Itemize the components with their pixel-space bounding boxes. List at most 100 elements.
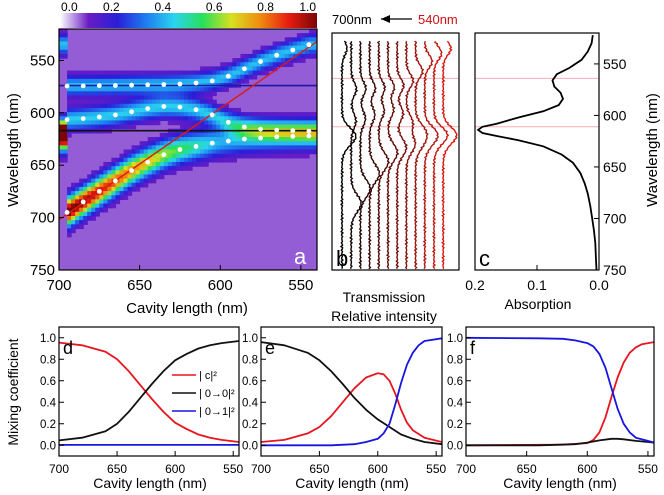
heatmap-cell xyxy=(183,116,189,122)
heatmap-cell xyxy=(204,112,209,117)
heatmap-cell xyxy=(111,107,117,113)
heatmap-cell xyxy=(296,137,302,142)
heatmap-cell xyxy=(179,157,185,163)
y-tick-label: 700 xyxy=(30,210,55,227)
heatmap-cell xyxy=(119,74,125,80)
heatmap-cell xyxy=(139,103,145,109)
heatmap-cell xyxy=(95,70,100,76)
panel-e: 700 650 600 550 0.0 0.2 0.4 0.6 0.8 1.0 e Cavity… xyxy=(242,326,446,491)
heatmap-cell xyxy=(204,78,209,84)
heatmap-cell xyxy=(131,103,137,109)
data-point xyxy=(274,127,280,133)
heatmap-cell xyxy=(244,112,250,117)
x-tick-label: 600 xyxy=(208,277,233,294)
heatmap-cell xyxy=(224,116,229,122)
heatmap-cell xyxy=(67,228,72,234)
heatmap-cell xyxy=(99,103,104,109)
heatmap-cell xyxy=(95,78,100,84)
heatmap-cell xyxy=(75,220,80,225)
y-tick-label: 0.2 xyxy=(40,419,56,431)
heatmap-cell xyxy=(59,41,64,47)
heatmap-cell xyxy=(280,124,286,130)
legend-label: | 0→1|² xyxy=(199,406,235,418)
heatmap-cell xyxy=(67,70,72,76)
heatmap-cell xyxy=(135,120,141,126)
heatmap-cell xyxy=(87,70,92,76)
heatmap-cell xyxy=(296,53,302,59)
heatmap-cell xyxy=(127,157,133,163)
heatmap-cell xyxy=(71,224,76,230)
heatmap-cell xyxy=(284,145,290,151)
heatmap-cell xyxy=(260,116,266,122)
heatmap-cell xyxy=(268,49,274,55)
heatmap-cell xyxy=(127,178,133,184)
heatmap-cell xyxy=(99,87,104,92)
heatmap-cell xyxy=(147,170,153,176)
heatmap-cell xyxy=(288,149,294,155)
heatmap-cell xyxy=(159,99,165,105)
heatmap-cell xyxy=(87,203,92,209)
heatmap-cell xyxy=(103,124,108,130)
heatmap-cell xyxy=(276,112,282,117)
heatmap-cell xyxy=(268,120,274,126)
heatmap-cell xyxy=(159,112,165,117)
heatmap-cell xyxy=(284,153,290,159)
heatmap-cell xyxy=(151,120,157,126)
heatmap-cell xyxy=(220,112,225,117)
heatmap-cell xyxy=(208,153,213,159)
heatmap-cell xyxy=(256,120,262,126)
data-point xyxy=(129,109,135,115)
heatmap-cell xyxy=(296,141,302,146)
heatmap-cell xyxy=(208,107,213,113)
heatmap-cell xyxy=(75,203,80,209)
mixing-curve xyxy=(59,341,239,443)
y-tick-label: 1.0 xyxy=(242,333,258,345)
heatmap-cell xyxy=(183,107,189,113)
transmission-curve xyxy=(349,41,363,269)
heatmap-cell xyxy=(99,112,104,117)
heatmap-cell xyxy=(188,103,193,109)
heatmap-cell xyxy=(111,170,117,176)
heatmap-cell xyxy=(87,174,92,180)
heatmap-cell xyxy=(228,70,233,76)
panel-e-frame xyxy=(260,326,443,457)
heatmap-cell xyxy=(67,203,72,209)
heatmap-cell xyxy=(131,107,137,113)
heatmap-cell xyxy=(167,170,173,176)
heatmap-cell xyxy=(111,116,117,122)
heatmap-cell xyxy=(284,58,290,63)
panel-a-frame xyxy=(58,28,318,271)
y-tick-label: 0.4 xyxy=(447,397,464,409)
heatmap-cell xyxy=(200,145,205,151)
heatmap-cell xyxy=(236,120,242,126)
heatmap-cell xyxy=(304,33,310,38)
heatmap-cell xyxy=(123,157,129,163)
heatmap-cell xyxy=(296,37,302,43)
heatmap-cell xyxy=(224,145,229,151)
heatmap-cell xyxy=(115,70,121,76)
heatmap xyxy=(59,29,317,270)
heatmap-cell xyxy=(115,195,121,200)
heatmap-cell xyxy=(232,153,237,159)
heatmap-cell xyxy=(300,137,306,142)
heatmap-cell xyxy=(163,78,169,84)
panel-c-label: c xyxy=(479,246,490,271)
heatmap-cell xyxy=(200,78,205,84)
heatmap-cell xyxy=(232,141,237,146)
heatmap-cell xyxy=(212,132,217,138)
heatmap-cell xyxy=(204,103,209,109)
heatmap-cell xyxy=(268,141,274,146)
heatmap-cell xyxy=(304,49,310,55)
heatmap-cell xyxy=(288,120,294,126)
heatmap-cell xyxy=(87,87,92,92)
heatmap-cell xyxy=(107,199,113,205)
heatmap-cell xyxy=(288,116,294,122)
heatmap-cell xyxy=(264,124,270,130)
heatmap-cell xyxy=(208,99,213,105)
heatmap-cell xyxy=(196,132,201,138)
heatmap-cell xyxy=(151,78,157,84)
heatmap-cell xyxy=(260,58,266,63)
heatmap-cell xyxy=(280,137,286,142)
heatmap-cell xyxy=(63,37,68,43)
